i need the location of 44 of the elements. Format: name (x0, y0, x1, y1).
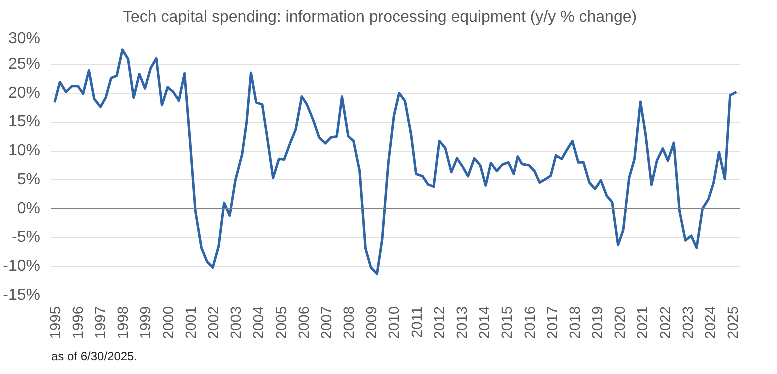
y-tick-label: -10% (3, 258, 41, 276)
x-tick-label: 2003 (229, 306, 246, 340)
y-tick-label: -5% (12, 229, 40, 246)
x-tick-label: 2002 (206, 306, 223, 340)
series-label: Tech capital spending: information processing equipment (y/y % change) (123, 9, 638, 27)
y-tick-label: 25% (8, 56, 41, 73)
line-series (54, 48, 738, 276)
x-tick-label: 2004 (252, 306, 268, 340)
x-tick-label: 1995 (48, 306, 64, 340)
x-tick-label: 2010 (387, 306, 404, 340)
x-tick-label: 2016 (522, 306, 539, 340)
x-tick-label: 2009 (364, 306, 381, 340)
y-tick-label: 5% (17, 171, 40, 188)
x-tick-label: 2014 (478, 306, 494, 340)
y-tick-label: 30% (8, 30, 41, 48)
x-tick-label: 2024 (704, 306, 720, 340)
x-tick-label: 2015 (500, 306, 516, 340)
x-tick-label: 2012 (432, 306, 448, 340)
x-tick-label: 2022 (658, 306, 674, 340)
x-tick-label: 2023 (680, 306, 697, 340)
x-tick-label: 2006 (296, 306, 313, 340)
y-tick-label: -15% (3, 287, 41, 304)
x-tick-label: 2005 (274, 306, 290, 340)
x-tick-label: 2017 (545, 306, 562, 340)
x-tick-label: 2013 (455, 306, 472, 340)
x-tick-label: 2018 (568, 306, 584, 340)
x-tick-label: 2000 (161, 306, 178, 340)
text: as of 6/30/2025. (52, 350, 138, 364)
x-tick-label: 2007 (319, 306, 336, 340)
x-tick-label: 2025 (726, 306, 742, 340)
y-tick-label: 20% (8, 84, 41, 102)
x-tick-label: 1999 (138, 306, 155, 340)
x-tick-label: 2011 (410, 306, 426, 338)
x-tick-label: 2019 (590, 306, 607, 340)
x-tick-label: 1997 (94, 306, 110, 340)
x-tick-label: 2001 (184, 306, 200, 340)
y-tick-label: 10% (8, 142, 41, 160)
x-tick-label: 1996 (70, 306, 87, 340)
x-tick-label: 1998 (116, 306, 132, 340)
y-tick-label: 15% (8, 114, 41, 131)
x-tick-label: 2021 (636, 306, 652, 340)
x-tick-label: 2008 (342, 306, 358, 340)
x-tick-label: 2020 (613, 306, 630, 340)
y-tick-label: 0% (17, 200, 40, 218)
